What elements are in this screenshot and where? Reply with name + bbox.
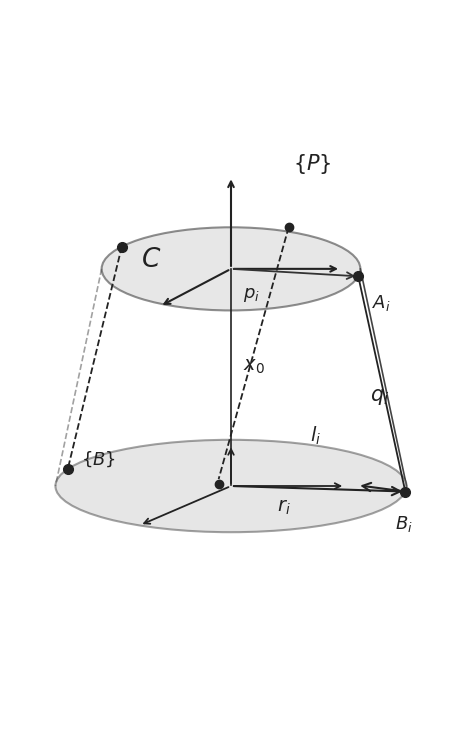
Text: $\{P\}$: $\{P\}$ xyxy=(293,151,332,176)
Text: $r_i$: $r_i$ xyxy=(277,498,291,516)
Text: $A_i$: $A_i$ xyxy=(372,293,391,313)
Text: $B_i$: $B_i$ xyxy=(395,514,413,534)
Text: $x_0$: $x_0$ xyxy=(243,357,264,376)
Ellipse shape xyxy=(55,440,407,532)
Text: $l_i$: $l_i$ xyxy=(310,425,322,448)
Ellipse shape xyxy=(102,227,360,310)
Text: $\{B\}$: $\{B\}$ xyxy=(81,450,116,470)
Text: $q_i$: $q_i$ xyxy=(370,387,389,407)
Text: $C$: $C$ xyxy=(141,247,161,273)
Text: $p_i$: $p_i$ xyxy=(243,285,261,304)
